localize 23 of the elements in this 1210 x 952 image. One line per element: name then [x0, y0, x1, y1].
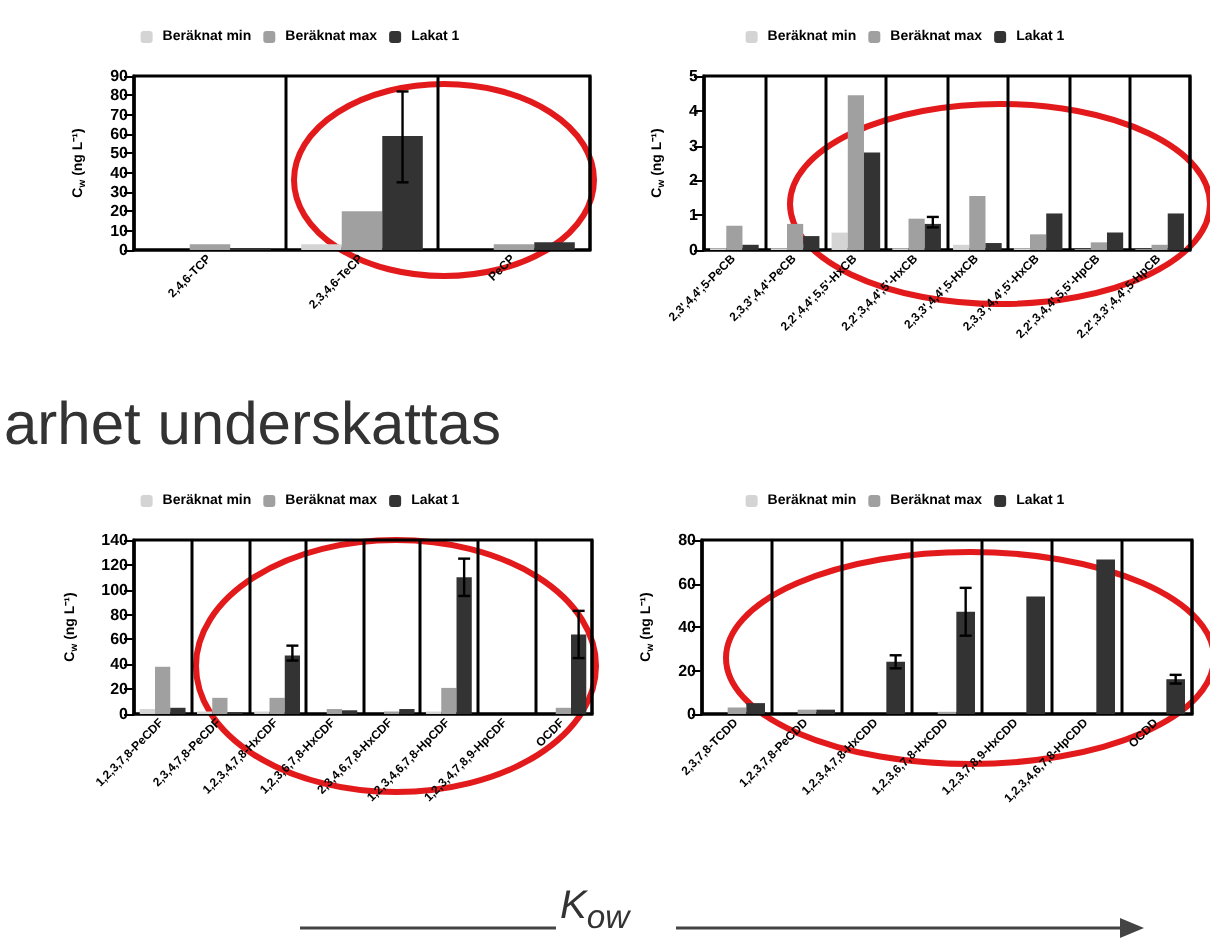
y-tick-label: 60	[110, 630, 130, 649]
text: arhet underskattas	[4, 392, 501, 460]
y-tick-label: 40	[678, 618, 698, 636]
y-tick-label: 70	[110, 105, 130, 124]
y-tick-label: 50	[110, 144, 130, 163]
y-tick-label: 20	[678, 661, 698, 680]
y-tick-label: 10	[110, 221, 130, 240]
y-tick-label: 80	[110, 605, 130, 624]
y-tick-label: 140	[101, 531, 130, 549]
y-tick-label: 20	[110, 680, 130, 699]
y-tick-label: 80	[678, 531, 698, 549]
y-tick-label: 40	[110, 655, 130, 674]
y-tick-label: 30	[110, 183, 130, 201]
y-tick-label: 90	[110, 67, 130, 85]
y-tick-label: 60	[678, 574, 698, 593]
y-tick-label: 60	[110, 125, 130, 143]
y-tick-label: 100	[101, 580, 130, 599]
y-tick-label: 120	[101, 555, 130, 574]
y-tick-label: 2	[689, 171, 700, 190]
y-tick-label: 40	[110, 163, 130, 182]
y-tick-label: 80	[110, 86, 130, 105]
text: K$_{ow}$	[560, 884, 630, 938]
y-tick-label: 20	[110, 202, 130, 221]
